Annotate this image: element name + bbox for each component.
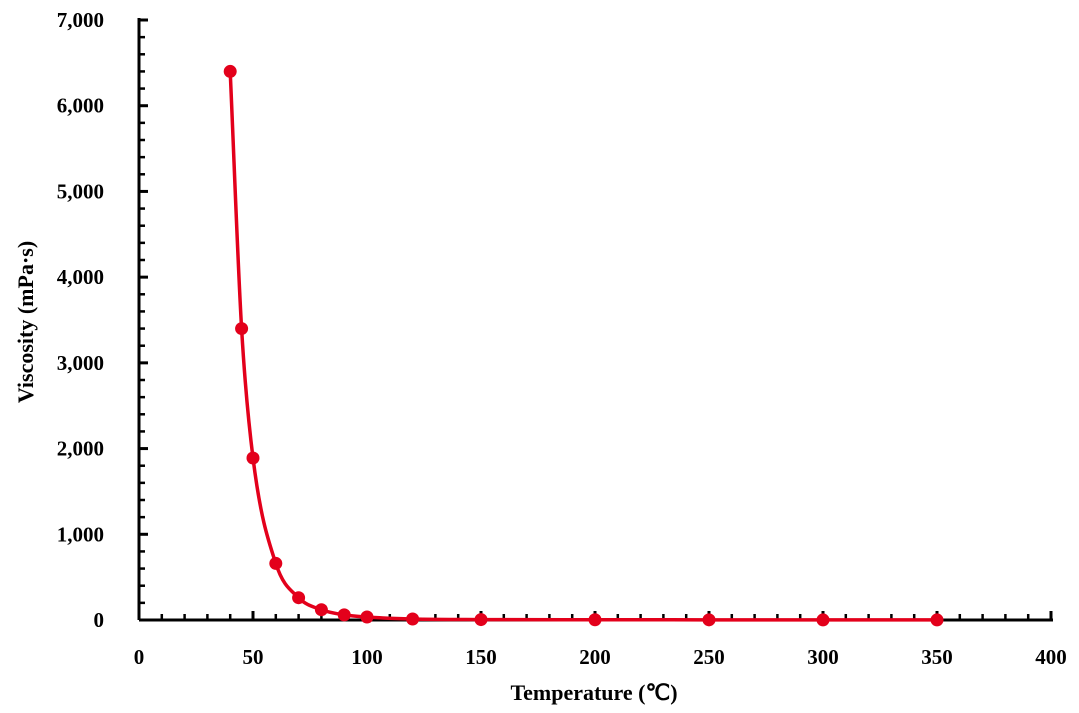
x-tick-label: 150	[465, 645, 497, 669]
y-tick-label: 2,000	[57, 437, 104, 461]
x-axis-title: Temperature (℃)	[510, 680, 677, 705]
data-point	[360, 610, 374, 624]
y-tick-label: 6,000	[57, 94, 104, 118]
data-point	[588, 613, 602, 627]
x-tick-label: 100	[351, 645, 383, 669]
x-tick-label: 250	[693, 645, 725, 669]
data-point	[235, 322, 249, 336]
y-tick-label: 0	[94, 608, 105, 632]
y-axis-title: Viscosity (mPa·s)	[13, 241, 38, 403]
data-point	[930, 613, 944, 627]
data-point	[474, 613, 488, 627]
series-line	[228, 71, 937, 622]
axes	[137, 18, 1053, 622]
x-tick-label: 200	[579, 645, 611, 669]
data-point	[314, 603, 328, 617]
data-point	[269, 556, 283, 570]
tick-labels: 0 50 100 150 200 250 300 350 400 0 1,000 2,000 3,000…	[57, 8, 1067, 669]
data-point	[816, 613, 830, 627]
data-point	[337, 608, 351, 622]
y-tick-label: 1,000	[57, 522, 104, 546]
y-tick-label: 4,000	[57, 265, 104, 289]
data-point	[702, 613, 716, 627]
series-layer	[223, 64, 944, 627]
x-tick-label: 50	[243, 645, 264, 669]
x-tick-label: 350	[921, 645, 953, 669]
y-tick-label: 5,000	[57, 179, 104, 203]
x-tick-label: 400	[1035, 645, 1067, 669]
data-point	[406, 612, 420, 626]
data-point	[292, 591, 306, 605]
y-tick-label: 3,000	[57, 351, 104, 375]
y-tick-label: 7,000	[57, 8, 104, 32]
x-tick-label: 300	[807, 645, 839, 669]
data-point	[223, 64, 237, 78]
x-tick-label: 0	[134, 645, 145, 669]
data-point	[246, 451, 260, 465]
